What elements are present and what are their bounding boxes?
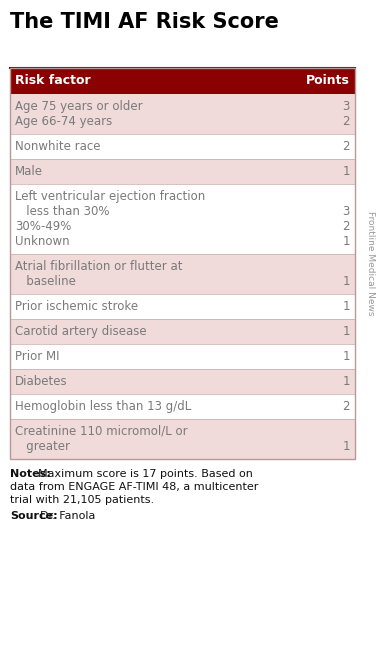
Text: Dr. Fanola: Dr. Fanola xyxy=(40,511,95,521)
Text: Source:: Source: xyxy=(10,511,58,521)
Text: Creatinine 110 micromol/L or: Creatinine 110 micromol/L or xyxy=(15,425,188,438)
Bar xyxy=(10,68,355,94)
Text: 1: 1 xyxy=(343,375,350,388)
Text: Nonwhite race: Nonwhite race xyxy=(15,140,101,153)
Text: data from ENGAGE AF-TIMI 48, a multicenter: data from ENGAGE AF-TIMI 48, a multicent… xyxy=(10,482,258,492)
Text: 2: 2 xyxy=(343,400,350,413)
Bar xyxy=(10,294,355,319)
Bar xyxy=(10,394,355,419)
Bar xyxy=(10,94,355,134)
Text: 1: 1 xyxy=(343,350,350,363)
Text: 3: 3 xyxy=(343,100,350,113)
Text: baseline: baseline xyxy=(15,275,76,288)
Text: trial with 21,105 patients.: trial with 21,105 patients. xyxy=(10,495,154,505)
Text: Diabetes: Diabetes xyxy=(15,375,68,388)
Text: 1: 1 xyxy=(343,165,350,178)
Text: Unknown: Unknown xyxy=(15,235,70,248)
Text: 30%-49%: 30%-49% xyxy=(15,220,71,233)
Text: Carotid artery disease: Carotid artery disease xyxy=(15,325,147,338)
Text: Age 75 years or older: Age 75 years or older xyxy=(15,100,142,113)
Bar xyxy=(10,134,355,159)
Text: less than 30%: less than 30% xyxy=(15,205,109,218)
Bar xyxy=(10,419,355,459)
Text: Risk factor: Risk factor xyxy=(15,75,91,87)
Text: 1: 1 xyxy=(343,235,350,248)
Bar xyxy=(10,344,355,369)
Text: Atrial fibrillation or flutter at: Atrial fibrillation or flutter at xyxy=(15,260,182,273)
Bar xyxy=(10,159,355,184)
Bar xyxy=(10,184,355,254)
Text: 1: 1 xyxy=(343,300,350,313)
Text: 2: 2 xyxy=(343,220,350,233)
Text: Maximum score is 17 points. Based on: Maximum score is 17 points. Based on xyxy=(38,469,253,479)
Bar xyxy=(10,254,355,294)
Text: Points: Points xyxy=(306,75,350,87)
Text: 1: 1 xyxy=(343,325,350,338)
Text: Prior MI: Prior MI xyxy=(15,350,60,363)
Text: Hemoglobin less than 13 g/dL: Hemoglobin less than 13 g/dL xyxy=(15,400,191,413)
Text: 1: 1 xyxy=(343,275,350,288)
Text: 3: 3 xyxy=(343,205,350,218)
Text: Prior ischemic stroke: Prior ischemic stroke xyxy=(15,300,138,313)
Text: 2: 2 xyxy=(343,140,350,153)
Text: Male: Male xyxy=(15,165,43,178)
Text: Age 66-74 years: Age 66-74 years xyxy=(15,115,112,128)
Text: greater: greater xyxy=(15,440,70,453)
Text: 1: 1 xyxy=(343,440,350,453)
Text: Notes:: Notes: xyxy=(10,469,51,479)
Text: Left ventricular ejection fraction: Left ventricular ejection fraction xyxy=(15,190,205,203)
Bar xyxy=(10,319,355,344)
Text: 2: 2 xyxy=(343,115,350,128)
Bar xyxy=(10,369,355,394)
Bar xyxy=(10,68,355,459)
Text: Frontline Medical News: Frontline Medical News xyxy=(366,211,376,316)
Text: The TIMI AF Risk Score: The TIMI AF Risk Score xyxy=(10,12,279,32)
